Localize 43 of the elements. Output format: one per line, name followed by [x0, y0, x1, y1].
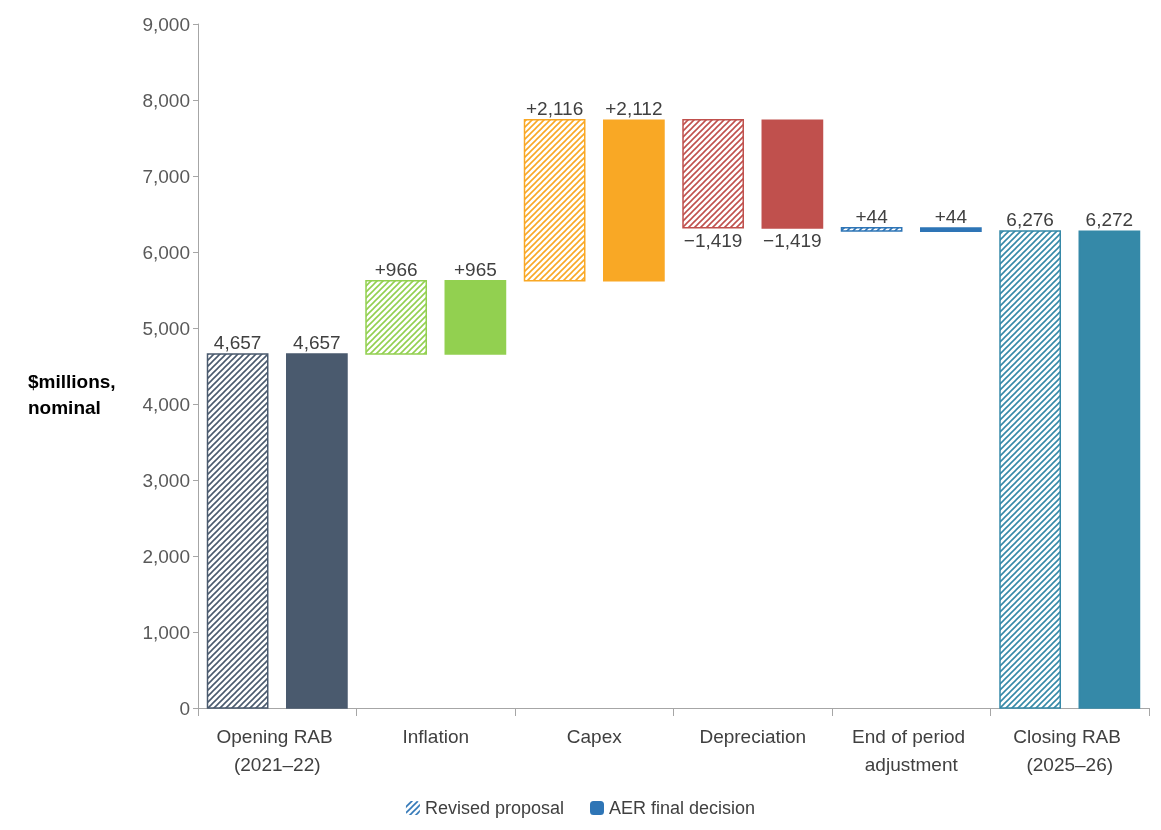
y-tick-label: 7,000 — [142, 165, 190, 187]
x-tick-label: Inflation — [402, 725, 470, 747]
y-tick-label: 9,000 — [142, 13, 190, 35]
y-axis-title: $millions, nominal — [28, 370, 116, 418]
data-label: −1,419 — [683, 229, 743, 251]
data-label: +965 — [453, 258, 497, 280]
data-label: 6,272 — [1085, 209, 1134, 231]
y-tick-label: 3,000 — [142, 469, 190, 491]
x-tick-label: Closing RAB (2025–26) — [1013, 725, 1127, 775]
bar — [286, 353, 348, 709]
data-label: +2,112 — [605, 98, 663, 120]
bar — [840, 226, 903, 232]
bar — [920, 227, 982, 233]
data-label: 6,276 — [1006, 209, 1054, 231]
data-label: +966 — [374, 258, 418, 280]
x-tick-label: End of period adjustment — [852, 725, 971, 775]
data-label: −1,419 — [763, 230, 822, 252]
y-tick-label: 6,000 — [142, 241, 190, 263]
x-tick-label: Capex — [566, 725, 623, 747]
x-tick-label: Depreciation — [699, 725, 807, 747]
y-tick-label: 8,000 — [142, 89, 190, 111]
data-label: +44 — [934, 205, 968, 227]
y-tick-label: 0 — [179, 697, 190, 719]
y-tick-label: 1,000 — [142, 621, 190, 643]
bar — [523, 119, 586, 282]
bar — [1078, 230, 1141, 709]
data-label: 4,657 — [213, 332, 262, 354]
bar — [206, 353, 269, 709]
data-label: +44 — [855, 205, 889, 227]
legend-label: Revised proposal — [424, 798, 564, 818]
bar — [761, 119, 824, 229]
bar — [603, 119, 665, 282]
legend-label: AER final decision — [609, 798, 756, 818]
x-tick-label: Opening RAB (2021–22) — [216, 725, 338, 775]
y-tick-label: 5,000 — [142, 317, 190, 339]
bar — [999, 230, 1061, 709]
data-label: 4,657 — [293, 332, 341, 354]
y-tick-label: 2,000 — [142, 545, 190, 567]
bar — [682, 119, 744, 229]
y-tick-label: 4,000 — [142, 393, 190, 415]
bar — [365, 279, 427, 355]
data-label: +2,116 — [526, 97, 584, 119]
bar — [444, 279, 507, 355]
